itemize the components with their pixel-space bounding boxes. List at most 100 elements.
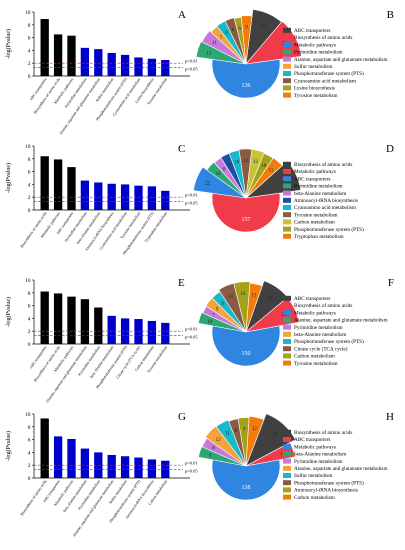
legend-swatch [283,295,291,301]
legend-swatch [283,226,291,232]
bar-panel-letter: A [178,9,186,21]
y-tick-label: 6 [28,304,31,310]
legend-swatch [283,183,291,189]
legend-entry: Alanine, aspartate and glutamate metabol… [294,466,388,472]
legend-swatch [283,197,291,203]
y-tick-label: 6 [28,36,31,42]
bar [80,448,90,478]
legend-entry: Sulfur metabolism [294,472,332,479]
y-tick-label: 4 [28,316,31,322]
pie-value-label: 8 [235,429,238,434]
bar-panel-letter: C [178,143,185,155]
threshold-label: p=0.01 [185,327,198,332]
legend-swatch [283,190,291,196]
legend-entry: Aminoacyl-tRNA biosynthesis [294,198,358,204]
pie-slice [206,161,247,199]
bar [67,35,76,76]
pie-value-label: 8 [223,167,226,172]
pie-value-label: 8 [225,31,228,36]
pie-slice [211,325,281,367]
bar [107,454,116,478]
legend-swatch [283,42,291,48]
pie-value-label: 23 [261,24,267,29]
bar [161,322,170,344]
threshold-label: p=0.01 [185,193,198,198]
bar [67,438,76,478]
legend-entry: ABC transporters [294,28,330,34]
threshold-label: p=0.05 [185,67,198,72]
legend-entry: beta-Alanine metabolism [294,191,346,197]
legend-swatch [283,437,291,442]
bar [53,293,63,344]
pie-value-label: 9 [216,307,219,312]
panel-ef: E -log(Pvalue) 0 2 4 6 8 10 ABC transportersBios… [5,277,394,404]
legend-entry: Pyrimidine metabolism [294,184,343,190]
legend-entry: beta-Alanine metabolism [294,452,346,458]
legend-swatch [283,429,291,435]
legend-swatch [283,49,291,55]
y-tick-label: 8 [28,23,31,29]
legend-entry: Phosphotransferase system (PTS) [294,70,364,77]
pie-slice [233,281,251,333]
bar [147,459,157,478]
threshold-label: p=0.01 [185,59,198,64]
bar [107,315,116,344]
pie-slice [245,442,296,467]
legend-entry: Alanine, aspartate and glutamate metabol… [294,318,388,324]
pie-slice [211,192,281,233]
pie-slice [211,58,281,99]
legend-swatch [283,444,291,450]
legend-entry: Lysine biosynthesis [294,86,335,92]
legend-entry: ABC transporters [294,176,330,182]
pie-panel-letter: B [387,9,394,21]
legend-entry: Tyrosine metabolism [294,93,338,99]
pie-value-label: 9 [228,164,231,169]
y-tick-label: 10 [25,10,31,16]
bar [120,318,130,344]
legend-entry: Metabolic pathways [294,444,336,450]
legend-swatch [283,92,291,98]
x-tick-label: Citrate cycle (TCA cycle) [116,345,142,380]
pie-panel-letter: H [386,411,394,423]
legend-entry: ABC transporters [294,296,330,302]
bar [40,156,49,210]
legend-entry: Cyanoamino acid metabolism [294,78,356,84]
panel-gh: G -log(Pvalue) 0 2 4 6 8 10 Biosynthesis of amin… [5,411,394,538]
y-tick-label: 2 [28,329,31,335]
bar [120,184,130,210]
pie-value-label: 7 [220,36,223,41]
legend-swatch [283,317,291,323]
bar-panel-letter: G [178,411,186,423]
legend-swatch [283,465,291,471]
y-axis-label: -log(Pvalue) [5,29,12,59]
legend-swatch [283,451,291,457]
legend-entry: Pyrimidine metabolism [294,459,343,465]
pie-slice [193,166,247,199]
bar [40,291,49,344]
legend-swatch [283,324,291,330]
pie-value-label: 9 [243,427,246,432]
pie-panel-letter: D [386,143,394,155]
bar [94,307,103,344]
legend-entry: Carbon metabolism [294,220,335,226]
bar [67,296,76,344]
legend-swatch [283,27,291,33]
bar [161,460,170,478]
bar [40,418,49,478]
pie-value-label: 28 [272,432,278,437]
bar [147,186,157,210]
legend-entry: Alanine, aspartate and glutamate metabol… [294,57,388,63]
bar [120,54,130,76]
legend-swatch [283,494,291,500]
pie-value-label: 11 [269,169,274,174]
pie-value-label: 22 [282,313,288,318]
pie-value-label: 10 [234,161,240,166]
pie-value-label: 14 [228,295,234,300]
bar [94,49,103,76]
bar [134,57,143,76]
legend-entry: Tyrosine metabolism [294,361,338,367]
legend-swatch [283,458,291,464]
